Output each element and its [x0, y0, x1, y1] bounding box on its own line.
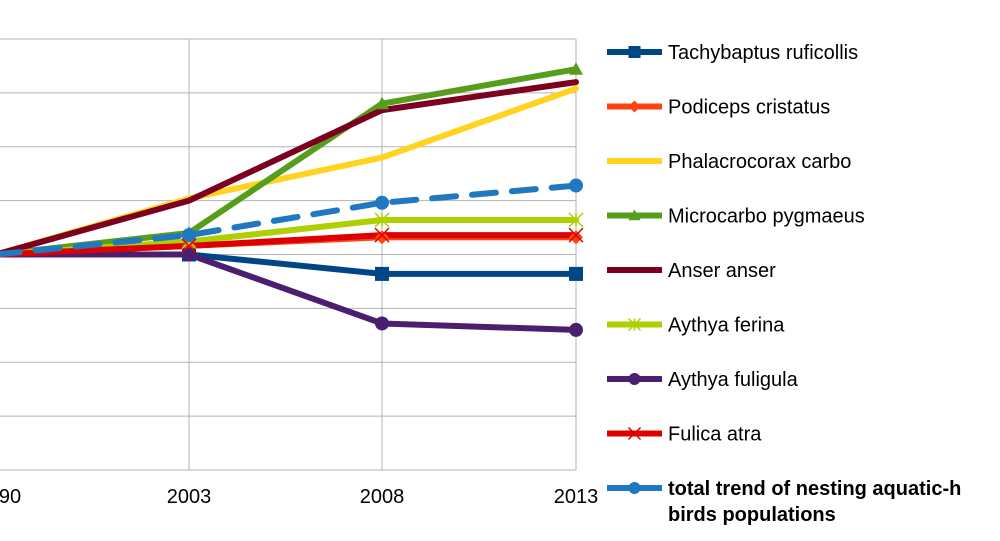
legend-label: Tachybaptus ruficollis [668, 42, 858, 64]
series-line [0, 251, 579, 333]
data-point-marker [568, 227, 584, 243]
x-tick-label: 90 [0, 486, 21, 508]
legend-item: Phalacrocorax carbo [607, 151, 851, 173]
series-line [0, 182, 579, 258]
legend-item: Tachybaptus ruficollis [607, 42, 858, 64]
legend-item: Microcarbo pygmaeus [607, 206, 865, 228]
data-point-marker [627, 317, 642, 332]
legend-label: total trend of nesting aquatic-h birds po… [668, 478, 961, 526]
data-point-marker [628, 209, 641, 221]
data-point-marker [374, 227, 390, 243]
series-line [0, 232, 579, 258]
data-point-marker [628, 482, 641, 494]
data-point-marker [569, 178, 583, 193]
data-point-marker [569, 322, 583, 337]
x-tick-label: 2013 [554, 486, 599, 508]
data-point-marker [569, 62, 583, 75]
series-line [0, 79, 579, 257]
data-point-marker [375, 266, 389, 281]
data-point-marker [181, 238, 197, 254]
data-point-marker [569, 266, 583, 281]
data-point-marker [375, 195, 389, 210]
legend-item: Aythya fuligula [607, 369, 799, 391]
legend-item: total trend of nesting aquatic-h birds po… [607, 478, 961, 526]
data-point-marker [182, 247, 196, 262]
data-point-marker [628, 100, 641, 113]
x-tick-label: 2003 [167, 486, 212, 508]
data-point-marker [627, 426, 642, 441]
x-tick-label: 2008 [360, 486, 405, 508]
legend-item: Fulica atra [607, 424, 762, 446]
series-lines [0, 66, 579, 333]
legend-item: Aythya ferina [607, 315, 785, 337]
legend: Tachybaptus ruficollis Podiceps cristatus… [607, 42, 961, 526]
data-point-marker [569, 230, 583, 245]
data-point-marker [568, 212, 584, 228]
legend-label: Phalacrocorax carbo [668, 151, 851, 173]
data-point-marker [375, 230, 389, 245]
legend-label: Aythya ferina [668, 315, 785, 337]
legend-label: Aythya fuligula [668, 369, 799, 391]
legend-label: Podiceps cristatus [668, 97, 830, 119]
data-point-marker [375, 96, 389, 110]
data-point-marker [375, 316, 389, 331]
data-point-marker [374, 212, 390, 228]
x-axis-tick-labels: 90 2003 2008 2013 [0, 486, 598, 508]
data-point-marker [628, 373, 641, 385]
series-markers [181, 62, 584, 337]
data-point-marker [628, 46, 641, 58]
legend-item: Podiceps cristatus [607, 97, 830, 119]
legend-label: Fulica atra [668, 424, 762, 446]
legend-label: Microcarbo pygmaeus [668, 206, 865, 228]
data-point-marker [182, 228, 196, 243]
legend-label: Anser anser [668, 260, 776, 282]
legend-item: Anser anser [607, 260, 776, 282]
